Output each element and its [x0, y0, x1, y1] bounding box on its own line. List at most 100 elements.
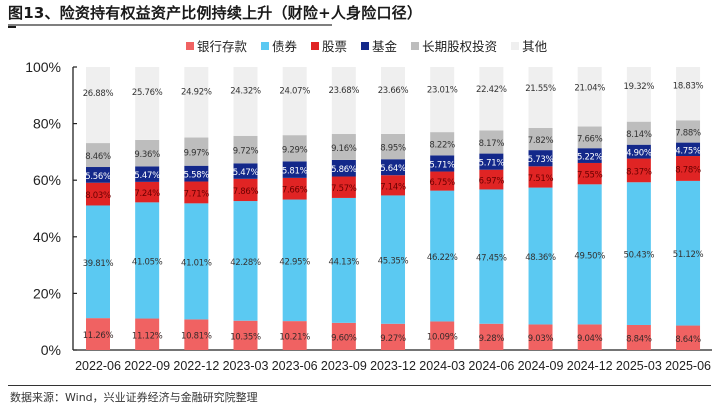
data-label: 19.32% — [624, 82, 655, 92]
data-label: 46.22% — [427, 253, 458, 263]
x-tick-label: 2023-03 — [223, 359, 269, 373]
bar-segment — [135, 139, 160, 167]
data-label: 24.92% — [181, 87, 212, 97]
data-label: 4.75% — [675, 146, 701, 156]
bar-segment — [626, 158, 651, 183]
data-label: 5.58% — [184, 171, 210, 181]
data-label: 5.47% — [134, 171, 160, 181]
data-label: 42.95% — [279, 257, 310, 267]
bar-segment — [233, 135, 258, 164]
bar-segment — [282, 135, 307, 162]
data-label: 7.57% — [331, 184, 357, 194]
data-label: 7.71% — [184, 189, 210, 199]
data-label: 8.37% — [626, 167, 652, 177]
legend-swatch — [261, 41, 270, 50]
legend-item-bank-deposits: 银行存款 — [186, 36, 247, 55]
bar-segment — [528, 324, 553, 350]
data-label: 26.88% — [83, 89, 114, 99]
bar-segment — [282, 161, 307, 178]
bar-segment — [135, 181, 160, 203]
bar-segment — [479, 169, 504, 190]
x-tick-label: 2022-12 — [173, 359, 219, 373]
x-tick-label: 2024-03 — [419, 359, 465, 373]
data-label: 10.21% — [279, 333, 310, 343]
data-label: 51.12% — [673, 250, 704, 260]
bar-segment — [86, 182, 110, 206]
bar-segment — [676, 325, 701, 350]
x-tick-label: 2025-06 — [665, 359, 711, 373]
data-label: 23.66% — [378, 86, 409, 96]
data-label: 7.88% — [675, 128, 701, 138]
bar-segment — [381, 323, 406, 350]
legend-swatch — [411, 41, 420, 50]
data-label: 23.68% — [329, 86, 360, 96]
footer-divider — [8, 385, 711, 386]
bar-segment — [381, 159, 406, 176]
legend-swatch — [361, 41, 370, 50]
data-label: 50.43% — [624, 251, 655, 261]
bar-segment — [381, 175, 406, 196]
legend-label: 长期股权投资 — [422, 39, 498, 54]
data-label: 7.86% — [233, 187, 259, 197]
bar-segment — [528, 150, 553, 167]
data-label: 11.12% — [132, 331, 163, 341]
bar-segment — [86, 318, 110, 350]
data-label: 22.42% — [476, 85, 507, 95]
legend-swatch — [311, 41, 320, 50]
bar-segment — [528, 127, 553, 151]
bar-segment — [626, 144, 651, 159]
bar-segment — [86, 143, 110, 168]
legend-label: 其他 — [522, 39, 548, 54]
bar-segment — [577, 324, 602, 350]
title-underline — [8, 24, 332, 26]
x-tick-label: 2022-06 — [75, 359, 121, 373]
legend-label: 债券 — [272, 39, 298, 54]
data-label: 48.36% — [525, 253, 556, 263]
source-note: 数据来源：Wind，兴业证券经济与金融研究院整理 — [10, 391, 258, 404]
bar-segment — [430, 321, 455, 350]
legend-label: 基金 — [372, 39, 398, 54]
data-label: 8.17% — [479, 139, 505, 149]
bar-segment — [184, 165, 209, 182]
bar-segment — [282, 177, 307, 200]
bar-segment — [626, 121, 651, 145]
data-label: 39.81% — [83, 259, 114, 269]
x-tick-label: 2023-09 — [321, 359, 367, 373]
bar-segment — [381, 66, 406, 134]
bar-segment — [626, 182, 651, 325]
data-label: 5.71% — [479, 159, 505, 169]
data-label: 6.75% — [429, 178, 455, 188]
data-label: 8.95% — [380, 144, 406, 154]
bar-segment — [676, 142, 701, 157]
legend-item-bonds: 债券 — [261, 36, 297, 55]
bar-segment — [626, 67, 651, 122]
data-label: 24.32% — [230, 87, 261, 97]
data-label: 8.22% — [429, 141, 455, 151]
x-tick-label: 2022-09 — [124, 359, 170, 373]
legend-label: 银行存款 — [197, 39, 248, 54]
legend-item-stocks: 股票 — [311, 36, 347, 55]
bar-segment — [282, 321, 307, 350]
bar-segment — [331, 159, 356, 177]
data-label: 9.97% — [184, 149, 210, 159]
legend-label: 股票 — [322, 39, 348, 54]
legend-item-funds: 基金 — [361, 36, 397, 55]
bar-segment — [430, 132, 455, 156]
bar-segment — [676, 156, 701, 181]
y-tick-label: 100% — [25, 59, 61, 75]
data-label: 9.28% — [479, 334, 505, 344]
bar-segment — [135, 318, 160, 350]
data-label: 9.27% — [380, 334, 406, 344]
bar-segment — [676, 67, 701, 121]
data-label: 5.47% — [233, 168, 259, 178]
data-label: 11.26% — [83, 331, 114, 341]
data-label: 23.01% — [427, 85, 458, 95]
bar-segment — [282, 199, 307, 322]
legend-swatch — [186, 41, 194, 50]
data-label: 8.64% — [675, 335, 701, 345]
bar-segment — [577, 148, 602, 163]
bar-segment — [577, 184, 602, 325]
bar-segment — [381, 133, 406, 160]
bar-segment — [184, 137, 209, 166]
bar-segment — [430, 155, 455, 172]
